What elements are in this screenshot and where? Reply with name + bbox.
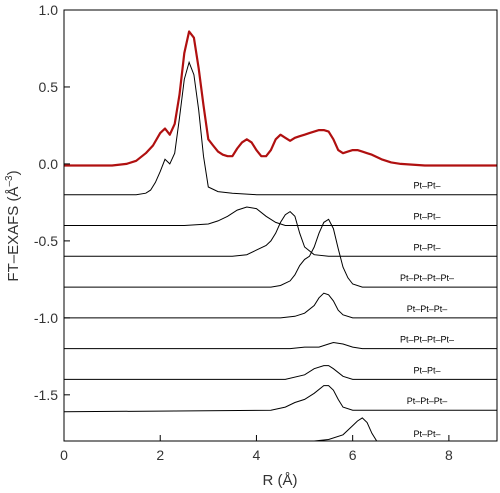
component-line	[64, 218, 497, 288]
x-tick-label: 0	[60, 447, 68, 463]
x-tick-label: 8	[445, 447, 453, 463]
component-line	[64, 206, 497, 226]
component-label: Pt–Pt–Pt–	[407, 304, 448, 314]
component-line	[64, 60, 497, 196]
component-line	[63, 385, 497, 413]
component-label: Pt–Pt–	[413, 429, 440, 439]
y-axis-title-superscript: –3	[4, 175, 15, 187]
y-tick-label: 0.5	[39, 79, 59, 95]
plot-area: Pt–Pt–Pt–Pt–Pt–Pt–Pt–Pt–Pt–Pt–Pt–Pt–Pt–P…	[63, 30, 497, 442]
axes: 0 2 4 6 8 1.0 0.5 0.0 -0.5 -1.0 -1.5	[34, 2, 498, 463]
x-tick-label: 2	[156, 447, 164, 463]
y-tick-label: -1.5	[34, 387, 58, 403]
component-label: Pt–Pt–Pt–Pt–	[400, 335, 454, 345]
x-axis-title: R (Å)	[263, 472, 298, 489]
plot-frame	[63, 9, 498, 442]
component-line	[64, 210, 497, 257]
component-label: Pt–Pt–Pt–Pt–	[400, 273, 454, 283]
component-label: Pt–Pt–	[413, 181, 440, 191]
y-tick-label: -0.5	[34, 233, 58, 249]
y-tick-label: 1.0	[39, 2, 59, 18]
y-axis-title: FT–EXAFS (Å–3)	[4, 170, 22, 281]
component-label: Pt–Pt–Pt–	[407, 396, 448, 406]
x-tick-label: 4	[253, 447, 261, 463]
component-line	[64, 292, 497, 319]
total-line	[64, 30, 497, 167]
y-axis-title-close: )	[5, 170, 22, 175]
component-label: Pt–Pt–	[413, 365, 440, 375]
y-tick-label: -1.0	[34, 310, 58, 326]
y-tick-label: 0.0	[39, 156, 59, 172]
component-line	[64, 341, 497, 350]
component-label: Pt–Pt–	[413, 212, 440, 222]
y-axis-title-main: FT–EXAFS (Å	[5, 187, 22, 282]
component-line	[314, 417, 378, 442]
x-tick-label: 6	[349, 447, 357, 463]
component-label: Pt–Pt–	[413, 242, 440, 252]
component-line	[64, 365, 497, 380]
